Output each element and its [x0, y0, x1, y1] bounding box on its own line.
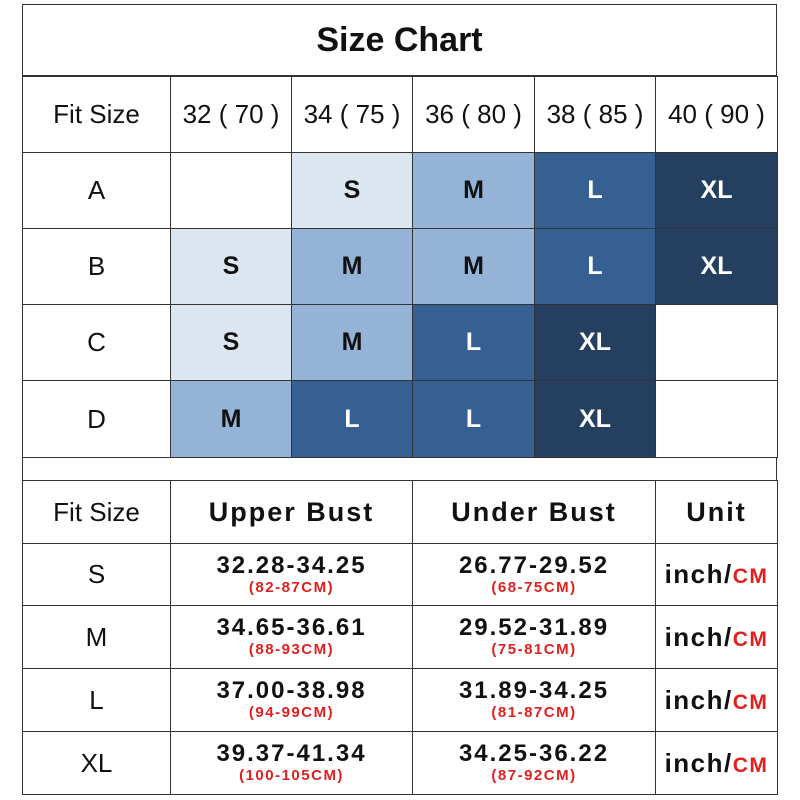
- size-cell: [655, 380, 778, 458]
- cup-label: A: [22, 152, 171, 229]
- unit-header: Unit: [655, 480, 778, 544]
- size-cell: XL: [655, 152, 778, 229]
- size-label: S: [22, 543, 171, 606]
- size-label: XL: [22, 731, 171, 795]
- upper-bust-inch: 39.37-41.34: [216, 740, 367, 767]
- cup-label: C: [22, 304, 171, 381]
- unit-cm: CM: [732, 690, 769, 714]
- upper-bust-cm: (100-105CM): [239, 767, 344, 784]
- unit-cm: CM: [732, 627, 769, 651]
- cup-label: D: [22, 380, 171, 458]
- measurement-table: Fit Size Upper Bust Under Bust Unit S 32.…: [22, 480, 778, 795]
- cup-row: C S M L XL: [22, 304, 778, 381]
- band-size-header: 36 ( 80 ): [412, 76, 535, 153]
- page-title: Size Chart: [22, 4, 777, 76]
- fit-size-header: Fit Size: [22, 480, 171, 544]
- measurement-row: S 32.28-34.25 (82-87CM) 26.77-29.52 (68-75CM…: [22, 543, 778, 606]
- unit-inch: inch/: [664, 747, 733, 778]
- under-bust-cm: (87-92CM): [491, 767, 577, 784]
- unit-inch: inch/: [664, 559, 733, 589]
- band-size-header: 34 ( 75 ): [291, 76, 413, 153]
- size-label: M: [22, 605, 171, 669]
- size-cell: L: [291, 380, 413, 458]
- unit-inch: inch/: [664, 684, 733, 715]
- measurement-row: XL 39.37-41.34 (100-105CM) 34.25-36.22 (87-9…: [22, 731, 778, 795]
- unit-inch: inch/: [664, 621, 733, 652]
- under-bust-cm: (68-75CM): [491, 578, 577, 596]
- unit-cell: inch/CM: [655, 605, 778, 669]
- table-spacer: [22, 457, 777, 480]
- upper-bust-inch: 34.65-36.61: [216, 614, 367, 641]
- under-bust-header: Under Bust: [412, 480, 656, 544]
- cup-row: D M L L XL: [22, 380, 778, 458]
- under-bust-inch: 29.52-31.89: [458, 614, 610, 641]
- upper-bust-cm: (88-93CM): [248, 641, 335, 658]
- size-cell: [655, 304, 778, 381]
- upper-bust-header: Upper Bust: [170, 480, 413, 544]
- under-bust-cell: 29.52-31.89 (75-81CM): [412, 605, 656, 669]
- under-bust-cm: (81-87CM): [491, 704, 577, 721]
- unit-cell: inch/CM: [655, 731, 778, 795]
- size-cell: L: [534, 228, 656, 305]
- fit-size-grid: Fit Size 32 ( 70 ) 34 ( 75 ) 36 ( 80 ) 38 ( …: [22, 76, 778, 458]
- under-bust-inch: 34.25-36.22: [458, 740, 610, 767]
- cup-row: B S M M L XL: [22, 228, 778, 305]
- measurement-header-row: Fit Size Upper Bust Under Bust Unit: [22, 480, 778, 544]
- size-cell: S: [170, 304, 292, 381]
- under-bust-inch: 31.89-34.25: [458, 677, 610, 704]
- upper-bust-cm: (94-99CM): [248, 704, 335, 721]
- size-cell: XL: [534, 380, 656, 458]
- size-cell: M: [412, 152, 535, 229]
- under-bust-inch: 26.77-29.52: [458, 551, 610, 579]
- unit-cell: inch/CM: [655, 668, 778, 732]
- under-bust-cell: 34.25-36.22 (87-92CM): [412, 731, 656, 795]
- size-cell: M: [291, 304, 413, 381]
- under-bust-cell: 31.89-34.25 (81-87CM): [412, 668, 656, 732]
- measurement-row: M 34.65-36.61 (88-93CM) 29.52-31.89 (75-81CM…: [22, 605, 778, 669]
- band-size-header: 38 ( 85 ): [534, 76, 656, 153]
- size-cell: XL: [534, 304, 656, 381]
- size-cell: M: [170, 380, 292, 458]
- size-cell: L: [412, 304, 535, 381]
- size-cell: L: [534, 152, 656, 229]
- size-cell: M: [412, 228, 535, 305]
- unit-cm: CM: [732, 565, 769, 588]
- under-bust-cm: (75-81CM): [491, 641, 577, 658]
- size-cell: M: [291, 228, 413, 305]
- size-cell: S: [291, 152, 413, 229]
- upper-bust-cell: 32.28-34.25 (82-87CM): [170, 543, 413, 606]
- size-cell: S: [170, 228, 292, 305]
- under-bust-cell: 26.77-29.52 (68-75CM): [412, 543, 656, 606]
- size-cell: [170, 152, 292, 229]
- cup-label: B: [22, 228, 171, 305]
- measurement-row: L 37.00-38.98 (94-99CM) 31.89-34.25 (81-87CM…: [22, 668, 778, 732]
- unit-cell: inch/CM: [655, 543, 778, 606]
- cup-row: A S M L XL: [22, 152, 778, 229]
- unit-cm: CM: [732, 753, 769, 777]
- upper-bust-cell: 34.65-36.61 (88-93CM): [170, 605, 413, 669]
- band-size-header: 32 ( 70 ): [170, 76, 292, 153]
- fit-size-corner-label: Fit Size: [22, 76, 171, 153]
- band-size-header: 40 ( 90 ): [655, 76, 778, 153]
- band-size-header-row: Fit Size 32 ( 70 ) 34 ( 75 ) 36 ( 80 ) 38 ( …: [22, 76, 778, 153]
- size-label: L: [22, 668, 171, 732]
- upper-bust-inch: 37.00-38.98: [216, 677, 367, 704]
- size-cell: L: [412, 380, 535, 458]
- upper-bust-cell: 37.00-38.98 (94-99CM): [170, 668, 413, 732]
- upper-bust-cell: 39.37-41.34 (100-105CM): [170, 731, 413, 795]
- upper-bust-inch: 32.28-34.25: [216, 551, 367, 579]
- size-cell: XL: [655, 228, 778, 305]
- upper-bust-cm: (82-87CM): [248, 578, 335, 596]
